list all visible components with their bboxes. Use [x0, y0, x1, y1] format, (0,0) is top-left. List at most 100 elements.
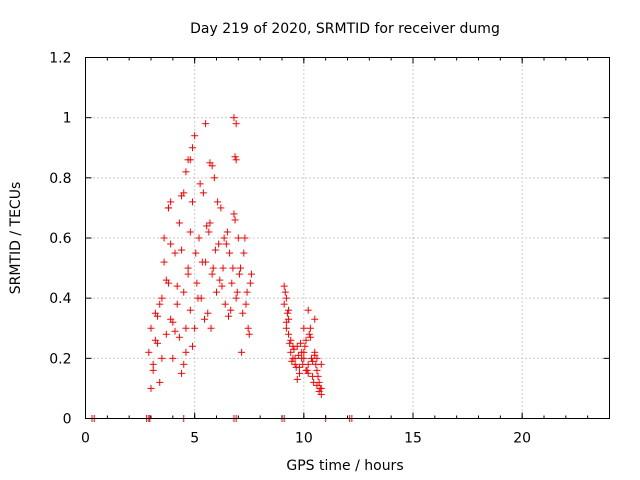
data-point: [199, 189, 207, 197]
data-point: [246, 279, 254, 287]
data-point: [194, 294, 202, 302]
data-point: [230, 114, 238, 122]
data-point: [285, 315, 293, 323]
data-point: [169, 354, 177, 362]
data-point: [182, 348, 190, 356]
data-point: [171, 249, 179, 257]
data-point: [202, 120, 210, 128]
data-point: [227, 306, 235, 314]
data-point: [147, 384, 155, 392]
data-point: [182, 324, 190, 332]
x-tick-label: 15: [404, 431, 422, 447]
data-point: [149, 366, 157, 374]
data-point: [164, 204, 172, 212]
data-point: [228, 279, 236, 287]
data-point: [210, 174, 218, 182]
data-point: [184, 270, 192, 278]
y-tick-label: 1.2: [49, 51, 71, 67]
data-point: [305, 330, 313, 338]
data-point: [206, 219, 214, 227]
y-axis-ticks: 0 0.2 0.4 0.6 0.8 1 1.2: [49, 51, 610, 428]
data-point: [195, 234, 203, 242]
data-point: [300, 348, 308, 356]
y-tick-label: 0.2: [49, 351, 71, 367]
data-point: [281, 288, 289, 296]
data-point: [205, 228, 213, 236]
data-point: [280, 282, 288, 290]
data-point: [208, 270, 216, 278]
data-point: [188, 198, 196, 206]
x-tick-label: 10: [295, 431, 313, 447]
data-point: [300, 324, 308, 332]
data-point: [162, 330, 170, 338]
x-tick-label: 5: [190, 431, 199, 447]
data-point: [295, 369, 303, 377]
data-point: [229, 264, 237, 272]
data-point: [175, 333, 183, 341]
data-point: [216, 276, 224, 284]
data-point: [306, 333, 314, 341]
data-point: [160, 258, 168, 266]
data-point: [145, 348, 153, 356]
data-point: [154, 312, 162, 320]
data-point: [167, 198, 175, 206]
data-point: [317, 360, 325, 368]
data-point: [222, 240, 230, 248]
data-point: [208, 162, 216, 170]
data-point: [283, 309, 291, 317]
data-point: [247, 270, 255, 278]
x-axis-ticks: 0 5 10 15 20: [81, 57, 610, 447]
data-point: [316, 384, 324, 392]
data-point: [171, 327, 179, 335]
data-point: [309, 357, 317, 365]
data-point: [193, 279, 201, 287]
data-point: [221, 300, 229, 308]
grid-lines: [85, 57, 610, 419]
data-point: [291, 360, 299, 368]
data-point: [280, 300, 288, 308]
data-point: [156, 300, 164, 308]
data-point: [184, 156, 192, 164]
data-point: [162, 276, 170, 284]
data-point: [158, 354, 166, 362]
data-point: [315, 387, 323, 395]
data-point: [147, 324, 155, 332]
data-point: [188, 144, 196, 152]
data-point: [313, 354, 321, 362]
data-point: [304, 306, 312, 314]
data-point: [191, 132, 199, 140]
data-point: [237, 264, 245, 272]
data-point: [191, 324, 199, 332]
data-point: [192, 249, 200, 257]
data-point: [182, 168, 190, 176]
data-point: [282, 324, 290, 332]
data-point: [232, 156, 240, 164]
data-point: [218, 282, 226, 290]
data-point: [288, 357, 296, 365]
y-tick-label: 1: [63, 111, 72, 127]
data-point: [151, 336, 159, 344]
data-point: [231, 153, 239, 161]
x-tick-label: 0: [81, 431, 90, 447]
data-points: [88, 114, 356, 422]
data-point: [287, 336, 295, 344]
data-point: [294, 351, 302, 359]
chart-title: Day 219 of 2020, SRMTID for receiver dum…: [190, 21, 500, 37]
data-point: [225, 312, 233, 320]
data-point: [243, 288, 251, 296]
data-point: [285, 306, 293, 314]
data-point: [209, 264, 217, 272]
data-point: [213, 288, 220, 296]
data-point: [311, 315, 319, 323]
data-point: [167, 240, 175, 248]
data-point: [198, 258, 206, 266]
data-point: [301, 342, 309, 350]
data-point: [203, 222, 211, 230]
data-point: [231, 216, 239, 224]
data-point: [291, 354, 299, 362]
y-axis-label: SRMTID / TECUs: [8, 182, 24, 295]
data-point: [234, 234, 242, 242]
data-point: [235, 270, 243, 278]
data-point: [175, 219, 183, 227]
